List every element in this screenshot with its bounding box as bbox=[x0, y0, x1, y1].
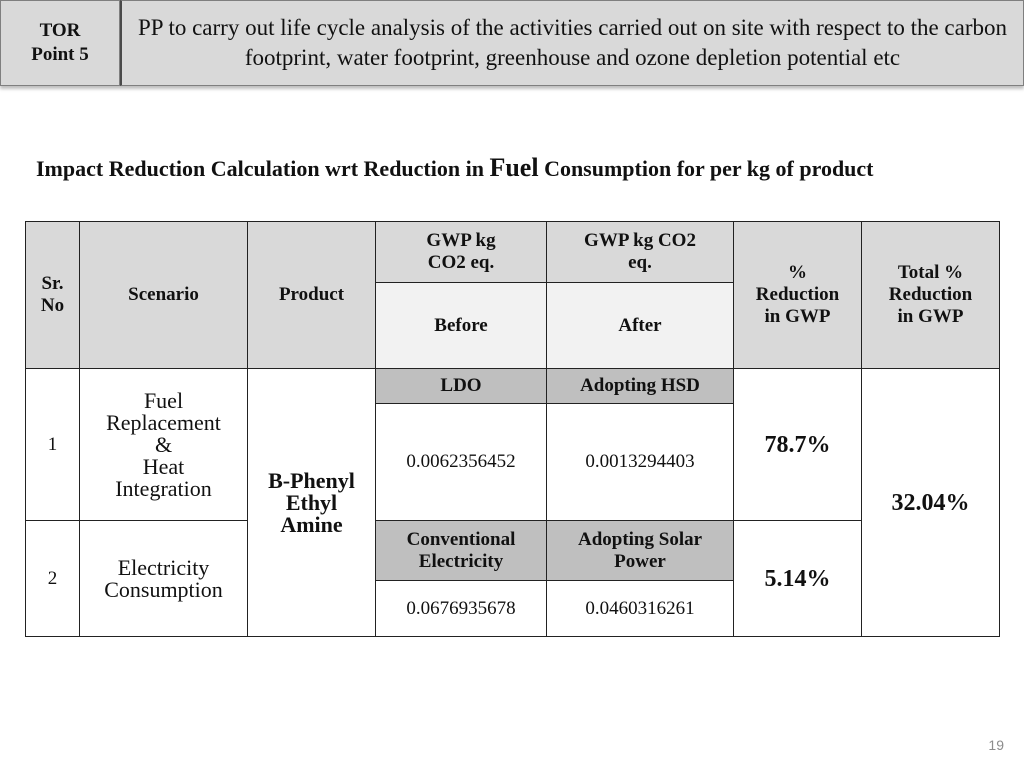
tor-label-line1: TOR bbox=[39, 20, 81, 41]
header-scenario: Scenario bbox=[79, 221, 248, 369]
table-row: 0.0062356452 0.0013294403 bbox=[26, 403, 1000, 521]
section-title-emphasis: Fuel bbox=[489, 153, 539, 182]
table-row: 0.0676935678 0.0460316261 bbox=[26, 580, 1000, 637]
total-pct-reduction: 32.04% bbox=[861, 368, 1000, 637]
tor-label-line2: Point 5 bbox=[31, 44, 89, 65]
section-title: Impact Reduction Calculation wrt Reducti… bbox=[36, 152, 996, 185]
row2-sr-no: 2 bbox=[25, 520, 80, 637]
row2-before-label: Conventional Electricity bbox=[375, 520, 547, 581]
row1-pct-reduction: 78.7% bbox=[733, 368, 862, 521]
row1-before-value: 0.0062356452 bbox=[375, 403, 547, 521]
row2-scenario: Electricity Consumption bbox=[79, 520, 248, 637]
row1-after-label: Adopting HSD bbox=[546, 368, 734, 404]
table-subheader-row: Before After bbox=[26, 282, 1000, 369]
header-pct-reduction: % Reduction in GWP bbox=[733, 221, 862, 369]
table-header-row: Sr. No Scenario Product GWP kg CO2 eq. G… bbox=[25, 221, 1000, 369]
header-sr-no: Sr. No bbox=[25, 221, 80, 369]
header-before: Before bbox=[375, 282, 547, 369]
row2-pct-reduction: 5.14% bbox=[733, 520, 862, 637]
slide-header: TOR Point 5 PP to carry out life cycle a… bbox=[0, 0, 1024, 86]
row2-after-value: 0.0460316261 bbox=[546, 580, 734, 637]
row2-after-label: Adopting Solar Power bbox=[546, 520, 734, 581]
section-title-prefix: Impact Reduction Calculation wrt Reducti… bbox=[36, 156, 484, 181]
row2-before-value: 0.0676935678 bbox=[375, 580, 547, 637]
table-row: 2 Electricity Consumption Conventional E… bbox=[25, 520, 1000, 637]
impact-reduction-table: Sr. No Scenario Product GWP kg CO2 eq. G… bbox=[25, 221, 1000, 637]
row1-scenario: Fuel Replacement & Heat Integration bbox=[79, 368, 248, 521]
tor-topic-text: PP to carry out life cycle analysis of t… bbox=[137, 15, 1008, 70]
product-cell: B-Phenyl Ethyl Amine bbox=[247, 368, 376, 637]
row1-sr-no: 1 bbox=[25, 368, 80, 521]
row1-after-value: 0.0013294403 bbox=[546, 403, 734, 521]
row1-before-label: LDO bbox=[375, 368, 547, 404]
tor-label-box: TOR Point 5 bbox=[0, 0, 120, 86]
header-total-pct-reduction: Total % Reduction in GWP bbox=[861, 221, 1000, 369]
table-row: 1 Fuel Replacement & Heat Integration B-… bbox=[25, 368, 1000, 637]
page-number: 19 bbox=[988, 737, 1004, 753]
header-product: Product bbox=[247, 221, 376, 369]
tor-topic-box: PP to carry out life cycle analysis of t… bbox=[120, 0, 1024, 86]
header-after: After bbox=[546, 282, 734, 369]
section-title-suffix: Consumption for per kg of product bbox=[544, 156, 874, 181]
header-gwp-after: GWP kg CO2 eq. bbox=[546, 221, 734, 283]
header-gwp-before: GWP kg CO2 eq. bbox=[375, 221, 547, 283]
